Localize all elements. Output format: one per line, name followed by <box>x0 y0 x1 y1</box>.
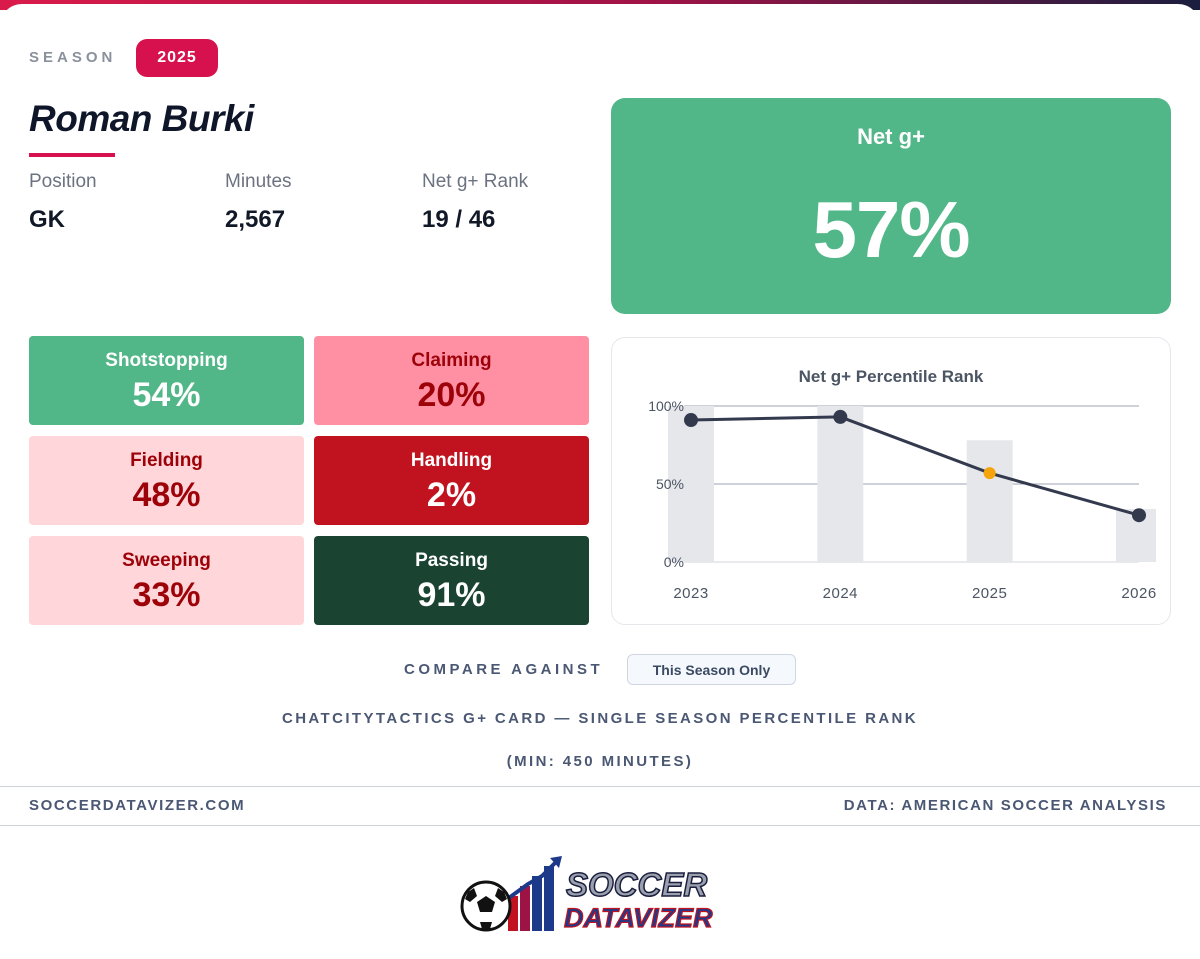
chart-x-tick-label: 2023 <box>673 585 708 602</box>
tile-passing: Passing 91% <box>314 536 589 625</box>
chart-x-tick-label: 2024 <box>823 585 858 602</box>
tile-value: 54% <box>132 376 201 414</box>
chart-point <box>1132 508 1146 523</box>
footer-divider-top <box>0 786 1200 787</box>
tile-label: Passing <box>415 550 488 571</box>
meta-minutes-label: Minutes <box>225 171 292 192</box>
logo-text-soccer: SOCCER <box>566 866 707 903</box>
tile-label: Shotstopping <box>105 350 228 371</box>
tile-claiming: Claiming 20% <box>314 336 589 425</box>
meta-position-value: GK <box>29 206 65 233</box>
tile-label: Fielding <box>130 450 203 471</box>
chart-x-tick-label: 2026 <box>1121 585 1156 602</box>
net-g-title: Net g+ <box>857 124 925 149</box>
net-g-value: 57% <box>812 185 970 274</box>
name-underline <box>29 153 115 157</box>
tile-label: Claiming <box>411 350 492 371</box>
percentile-chart-card: Net g+ Percentile Rank 0% 50% 100% 2023 202… <box>611 337 1171 625</box>
meta-minutes-value: 2,567 <box>225 206 286 233</box>
chart-point <box>833 409 848 424</box>
chart-bar <box>966 440 1013 562</box>
season-label: SEASON <box>29 49 117 66</box>
min-minutes-caption: (MIN: 450 MINUTES) <box>506 753 694 770</box>
chart-bar <box>817 406 864 562</box>
chart-y-tick-label: 0% <box>664 554 684 570</box>
chart-title: Net g+ Percentile Rank <box>799 367 984 386</box>
footer-data-source: DATA: AMERICAN SOCCER ANALYSIS <box>843 797 1167 814</box>
meta-minutes: Minutes 2,567 <box>225 171 292 234</box>
tile-value: 2% <box>426 476 477 514</box>
meta-rank-label: Net g+ Rank <box>422 171 529 192</box>
tile-label: Sweeping <box>122 550 211 571</box>
tile-value: 33% <box>132 576 201 614</box>
tile-sweeping: Sweeping 33% <box>29 536 304 625</box>
tile-handling: Handling 2% <box>314 436 589 525</box>
tile-shotstopping: Shotstopping 54% <box>29 336 304 425</box>
tile-value: 20% <box>417 376 486 414</box>
tile-fielding: Fielding 48% <box>29 436 304 525</box>
tile-value: 91% <box>417 576 486 614</box>
chart-bar <box>668 406 714 562</box>
tile-value: 48% <box>132 476 201 514</box>
soccer-ball-icon <box>460 880 512 932</box>
compare-season-button[interactable]: This Season Only <box>627 654 796 685</box>
tile-label: Handling <box>410 450 493 471</box>
soccer-datavizer-logo: SOCCER DATAVIZER <box>460 856 714 934</box>
meta-position-label: Position <box>29 171 97 192</box>
chart-series-line <box>690 415 1140 517</box>
chart-x-tick-label: 2025 <box>972 585 1007 602</box>
percentile-chart: Net g+ Percentile Rank 0% 50% 100% 2023 202… <box>648 367 1156 602</box>
chart-point-highlighted <box>983 467 996 480</box>
logo-bars-icon <box>504 856 562 931</box>
footer-site: SOCCERDATAVIZER.COM <box>29 797 246 814</box>
footer-divider-bottom <box>0 825 1200 826</box>
season-badge: 2025 <box>136 39 218 77</box>
chart-y-tick-label: 50% <box>656 476 684 492</box>
card-top-edge <box>0 4 1200 34</box>
player-name: Roman Burki <box>29 98 254 139</box>
compare-label: COMPARE AGAINST <box>404 661 604 678</box>
net-g-summary-box: Net g+ 57% <box>611 98 1171 314</box>
chart-point <box>684 413 698 428</box>
logo-text-datavizer: DATAVIZER <box>564 903 713 933</box>
card-caption: CHATCITYTACTICS G+ CARD — SINGLE SEASON … <box>281 710 919 727</box>
meta-position: Position GK <box>29 171 97 234</box>
meta-rank: Net g+ Rank 19 / 46 <box>422 171 528 234</box>
chart-y-tick-label: 100% <box>648 398 684 414</box>
meta-rank-value: 19 / 46 <box>422 206 496 233</box>
